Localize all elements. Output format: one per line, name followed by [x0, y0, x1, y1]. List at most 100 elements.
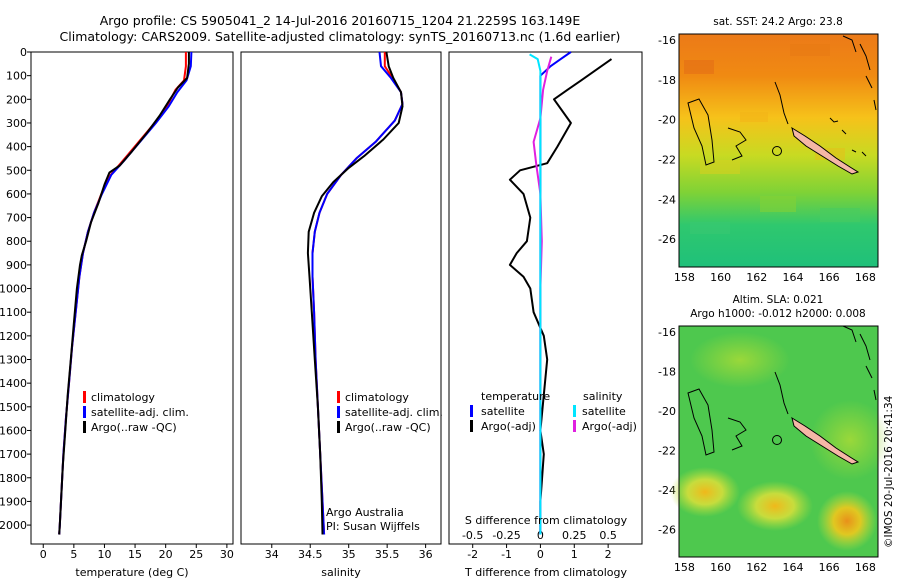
- x-tick-label: 0: [537, 548, 544, 561]
- map-y-tick-label: -22: [658, 444, 676, 457]
- map-x-tick-label: 168: [855, 271, 876, 284]
- series-line: [508, 58, 613, 535]
- map-x-tick-label: 162: [746, 271, 767, 284]
- reef-outline: [774, 371, 789, 415]
- map-y-tick-label: -22: [658, 153, 676, 166]
- s-tick-label: 0: [537, 529, 544, 542]
- depth-tick-label: 2000: [0, 519, 27, 532]
- legend-swatch-t-satellite: [470, 405, 473, 417]
- depth-tick-label: 900: [6, 259, 27, 272]
- reef-outline: [687, 98, 715, 166]
- map-x-tick-label: 164: [782, 561, 803, 574]
- sla-map-frame: [678, 325, 879, 558]
- sla-map: [670, 325, 890, 558]
- depth-tick-label: 1800: [0, 472, 27, 485]
- series-line: [529, 53, 542, 535]
- depth-tick-label: 100: [6, 70, 27, 83]
- depth-tick-label: 200: [6, 93, 27, 106]
- depth-tick-label: 1300: [0, 354, 27, 367]
- legend-swatch-s-satellite: [573, 405, 576, 417]
- x-tick-label: 25: [189, 548, 203, 561]
- map-y-tick-label: -20: [658, 114, 676, 127]
- depth-tick-label: 1000: [0, 283, 27, 296]
- x-tick-label: 1: [571, 548, 578, 561]
- figure-subtitle: Climatology: CARS2009. Satellite-adjuste…: [60, 29, 621, 44]
- sla-anomaly: [817, 491, 877, 551]
- difference-legend: temperature satellite Argo(-adj) salinit…: [470, 390, 637, 433]
- reef-outline: [727, 417, 747, 451]
- depth-tick-label: 1500: [0, 401, 27, 414]
- legend-label-satellite: satellite-adj. clim.: [345, 406, 443, 419]
- legend-swatch-argo: [83, 421, 86, 433]
- map-y-tick-label: -26: [658, 233, 676, 246]
- depth-tick-label: 800: [6, 235, 27, 248]
- map-y-tick-label: -18: [658, 365, 676, 378]
- map-y-tick-label: -16: [658, 34, 676, 47]
- legend-swatch-satellite: [83, 406, 86, 418]
- legend-label-s-argo: Argo(-adj): [582, 420, 637, 433]
- argo-position-marker: [772, 435, 782, 445]
- map-y-tick-label: -18: [658, 74, 676, 87]
- legend-salinity-title: salinity: [583, 390, 623, 403]
- x-tick-label: 10: [97, 548, 111, 561]
- difference-x-label: T difference from climatology: [464, 566, 627, 579]
- institution-label: Argo Australia: [326, 506, 404, 519]
- vanuatu-islands: [842, 35, 877, 111]
- sla-anomaly: [810, 400, 890, 480]
- map-x-tick-label: 166: [819, 271, 840, 284]
- reef-outline: [727, 127, 747, 161]
- map-y-tick-label: -20: [658, 405, 676, 418]
- sla-anomaly: [690, 332, 790, 388]
- x-tick-label: 34: [265, 548, 279, 561]
- series-layer: [58, 51, 613, 535]
- reef-outline: [687, 388, 715, 456]
- map-x-tick-label: 160: [710, 271, 731, 284]
- x-tick-label: 35: [342, 548, 356, 561]
- depth-tick-label: 300: [6, 117, 27, 130]
- map-x-tick-label: 162: [746, 561, 767, 574]
- salinity-panel-frame: [240, 51, 442, 545]
- legend-swatch-climatology: [83, 391, 86, 403]
- legend-label-climatology: climatology: [91, 391, 155, 404]
- legend-swatch-t-argo: [470, 420, 473, 432]
- depth-tick-label: 700: [6, 212, 27, 225]
- sla-map-title: Altim. SLA: 0.021: [733, 294, 824, 306]
- map-y-tick-label: -16: [658, 326, 676, 339]
- temperature-panel-frame: [30, 51, 234, 545]
- depth-tick-label: 1700: [0, 448, 27, 461]
- argo-position-marker: [772, 146, 782, 156]
- difference-top-label: S difference from climatology: [465, 514, 628, 527]
- difference-panel-frame: [448, 51, 643, 545]
- depth-tick-label: 0: [20, 46, 27, 59]
- x-tick-label: 34.5: [298, 548, 323, 561]
- legend-swatch-s-argo: [573, 420, 576, 432]
- reef-outline: [774, 81, 789, 125]
- series-line: [311, 51, 404, 535]
- x-tick-label: 5: [70, 548, 77, 561]
- salinity-legend: climatology satellite-adj. clim. Argo(..…: [337, 391, 443, 434]
- depth-tick-label: 400: [6, 141, 27, 154]
- legend-label-climatology: climatology: [345, 391, 409, 404]
- map-x-tick-label: 160: [710, 561, 731, 574]
- series-line: [539, 51, 572, 535]
- map-y-tick-label: -24: [658, 193, 676, 206]
- sla-anomaly: [737, 481, 813, 531]
- legend-temperature-title: temperature: [481, 390, 550, 403]
- temperature-x-label: temperature (deg C): [75, 566, 188, 579]
- sst-map-title: sat. SST: 24.2 Argo: 23.8: [713, 16, 843, 28]
- x-tick-label: 2: [605, 548, 612, 561]
- series-line: [58, 52, 190, 535]
- series-line: [306, 51, 404, 535]
- depth-tick-label: 1100: [0, 306, 27, 319]
- depth-tick-label: 600: [6, 188, 27, 201]
- depth-tick-label: 500: [6, 164, 27, 177]
- depth-tick-label: 1900: [0, 495, 27, 508]
- map-x-tick-label: 158: [674, 271, 695, 284]
- x-tick-label: -2: [467, 548, 478, 561]
- sst-map-frame: [678, 33, 879, 268]
- temperature-legend: climatology satellite-adj. clim. Argo(..…: [83, 391, 189, 434]
- s-tick-label: -0.25: [492, 529, 520, 542]
- legend-label-satellite: satellite-adj. clim.: [91, 406, 189, 419]
- legend-swatch-satellite: [337, 406, 340, 418]
